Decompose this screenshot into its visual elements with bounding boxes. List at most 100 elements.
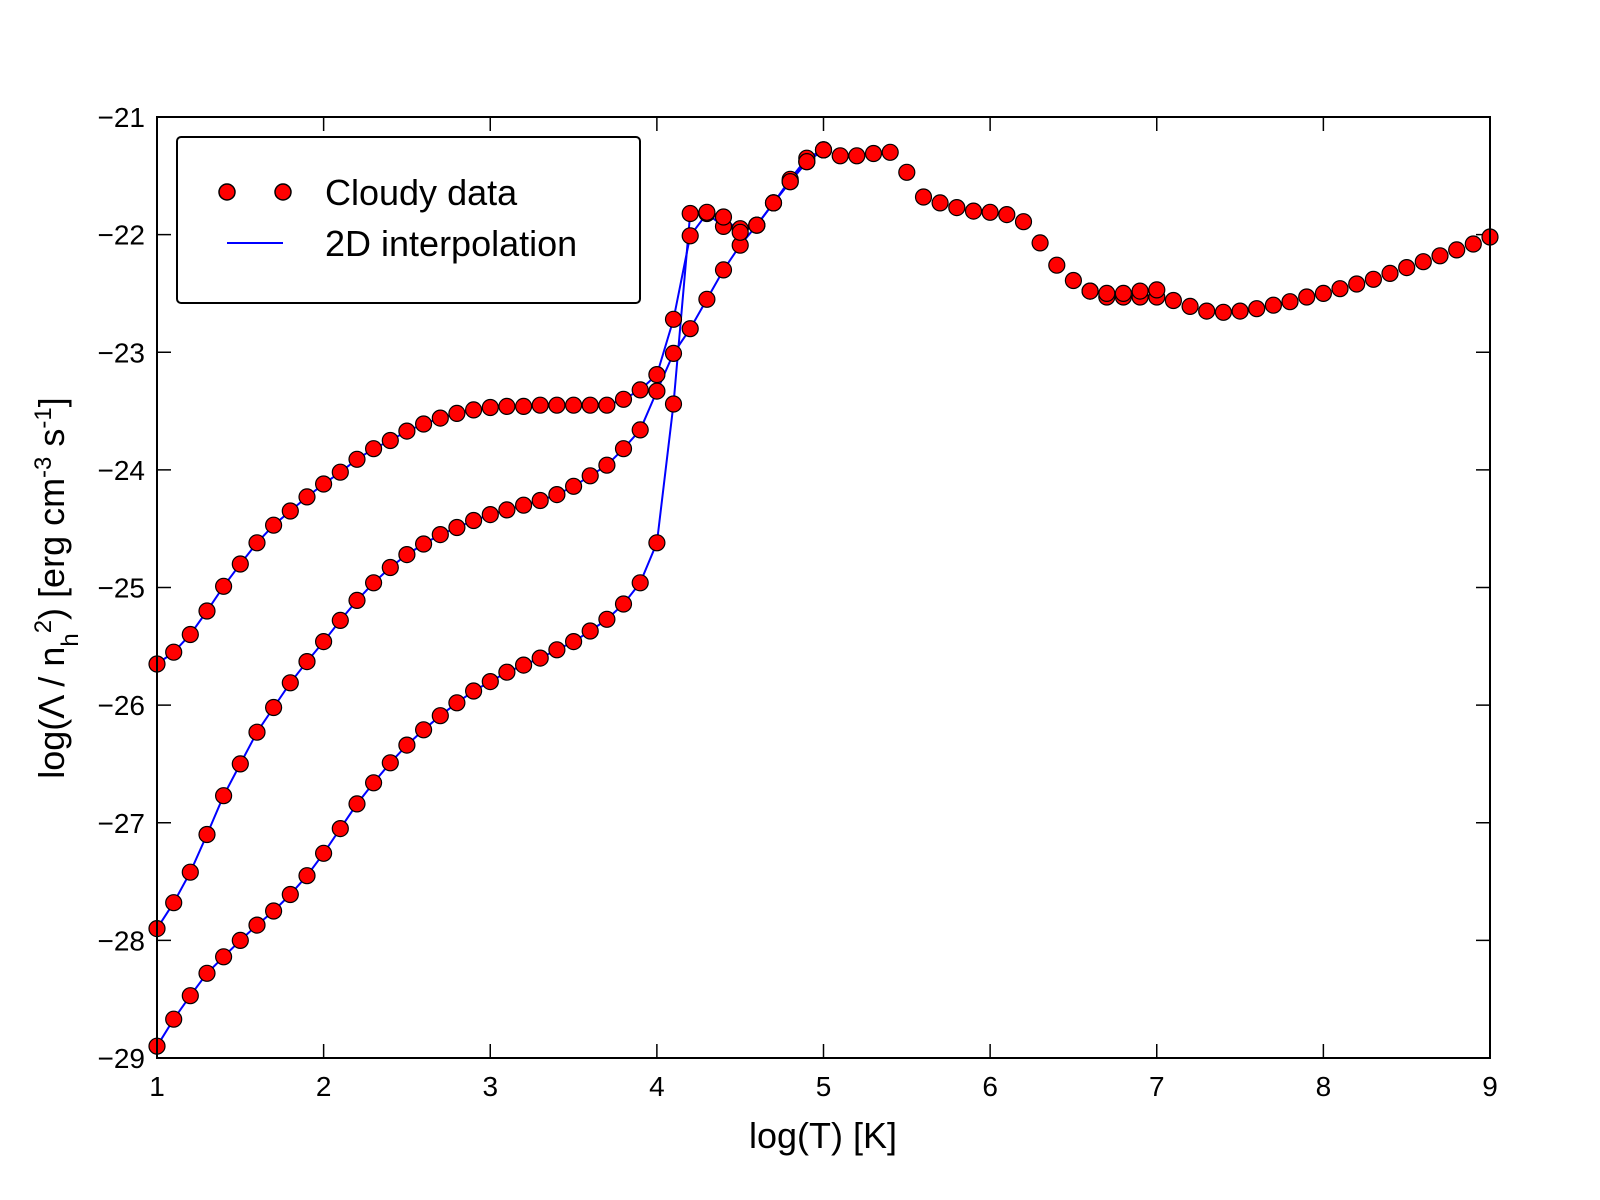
- data-point: [581, 622, 599, 640]
- y-tick-label: −25: [98, 573, 146, 604]
- x-tick-label: 5: [816, 1071, 832, 1102]
- data-point: [481, 672, 499, 691]
- data-point: [181, 987, 199, 1005]
- y-tick-label: −27: [98, 808, 146, 839]
- data-point: [381, 558, 399, 577]
- data-point: [564, 396, 583, 414]
- data-point: [298, 867, 316, 885]
- data-point: [165, 894, 183, 912]
- data-point: [1164, 291, 1183, 310]
- data-point: [365, 440, 383, 458]
- data-point: [648, 534, 666, 552]
- data-point: [1381, 264, 1399, 282]
- data-point: [498, 397, 516, 415]
- data-point: [998, 206, 1016, 224]
- data-point: [331, 463, 349, 481]
- data-point: [1214, 303, 1233, 321]
- x-tick-label: 9: [1482, 1071, 1498, 1102]
- data-point: [231, 555, 249, 573]
- data-point: [848, 147, 866, 165]
- y-axis-label-part: h: [57, 633, 84, 646]
- y-axis-label: log(Λ / nh2) [erg cm-3 s-1]: [30, 397, 84, 779]
- data-point: [1314, 284, 1333, 302]
- y-axis-label-part: ]: [31, 397, 72, 407]
- data-point: [431, 525, 449, 544]
- data-point: [614, 390, 633, 408]
- data-point: [1098, 284, 1116, 302]
- data-point: [714, 261, 733, 279]
- data-point: [348, 450, 366, 468]
- data-point: [881, 143, 899, 161]
- data-point: [448, 404, 466, 422]
- data-point: [531, 649, 549, 667]
- data-point: [681, 320, 699, 338]
- data-point: [614, 595, 633, 613]
- data-point: [548, 396, 566, 414]
- data-point: [548, 641, 566, 659]
- data-point: [381, 431, 399, 450]
- data-point: [465, 682, 483, 700]
- data-point: [981, 203, 999, 221]
- data-point: [481, 505, 499, 524]
- x-tick-label: 4: [649, 1071, 665, 1102]
- data-point: [1081, 282, 1099, 300]
- data-point: [448, 694, 466, 712]
- y-axis-label-part: s: [31, 429, 72, 457]
- data-point: [431, 409, 449, 427]
- x-tick-label: 3: [482, 1071, 498, 1102]
- legend-label-2d-interpolation: 2D interpolation: [325, 223, 577, 264]
- data-point: [1281, 293, 1299, 311]
- x-axis-label: log(T) [K]: [749, 1115, 897, 1156]
- y-tick-label: −23: [98, 337, 146, 368]
- data-point: [714, 208, 733, 226]
- data-point: [281, 674, 299, 692]
- data-point: [581, 467, 599, 485]
- data-point: [181, 863, 199, 881]
- legend: Cloudy data 2D interpolation: [176, 136, 641, 304]
- y-tick-label: −24: [98, 455, 146, 486]
- data-point: [498, 663, 516, 681]
- data-point: [1131, 282, 1149, 300]
- y-tick-label: −21: [98, 102, 146, 133]
- data-point: [664, 310, 683, 328]
- data-point: [631, 574, 649, 592]
- data-point: [614, 440, 633, 458]
- y-tick-label: −26: [98, 690, 146, 721]
- data-point: [381, 754, 399, 772]
- data-point: [265, 902, 283, 920]
- data-point: [764, 194, 783, 212]
- data-point: [165, 1010, 183, 1028]
- legend-box: [176, 136, 641, 304]
- y-tick-label: −22: [98, 220, 146, 251]
- data-point: [581, 396, 599, 414]
- data-point: [1348, 275, 1366, 293]
- data-point: [1031, 234, 1049, 252]
- data-point: [165, 643, 183, 661]
- data-point: [948, 199, 966, 217]
- x-tick-label: 2: [316, 1071, 332, 1102]
- data-point: [631, 421, 649, 439]
- data-point: [481, 398, 499, 417]
- data-point: [348, 591, 366, 610]
- data-point: [248, 723, 266, 741]
- data-point: [448, 518, 466, 537]
- data-point: [598, 396, 616, 414]
- y-axis-label-part: 2: [30, 620, 57, 633]
- data-point: [398, 545, 416, 564]
- data-point: [365, 774, 383, 792]
- data-point: [415, 535, 433, 553]
- data-point: [731, 223, 749, 241]
- data-point: [864, 144, 883, 163]
- data-point: [498, 501, 516, 519]
- data-point: [231, 931, 249, 950]
- data-point: [831, 147, 849, 165]
- data-point: [315, 632, 333, 651]
- data-point: [598, 456, 616, 474]
- y-axis-label-part: -3: [30, 457, 57, 478]
- data-point: [814, 141, 833, 159]
- data-point: [681, 204, 699, 223]
- data-point: [415, 415, 433, 433]
- data-point: [914, 188, 933, 206]
- x-tick-label: 6: [982, 1071, 998, 1102]
- y-axis-label-part: log(Λ / n: [31, 647, 72, 779]
